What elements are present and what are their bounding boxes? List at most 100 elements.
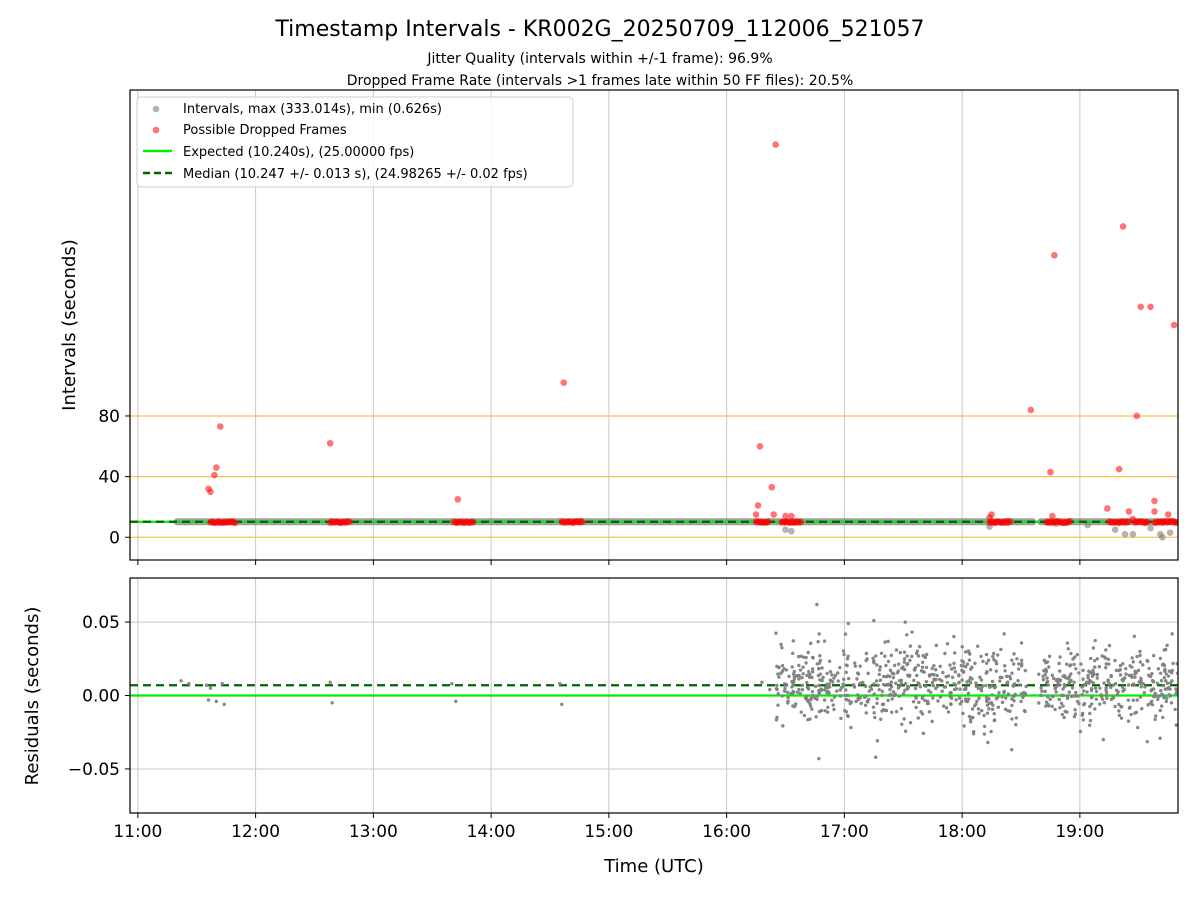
residual-point <box>1120 704 1124 709</box>
residual-point <box>883 654 887 658</box>
residual-point <box>916 654 921 658</box>
residual-point <box>1169 701 1174 705</box>
residual-point <box>1056 677 1060 681</box>
residual-point <box>1132 634 1137 639</box>
residual-point <box>1156 667 1161 671</box>
dropped-frame-point <box>782 512 789 520</box>
residual-point <box>961 711 965 716</box>
residual-point <box>884 708 889 713</box>
dropped-frame-point <box>768 483 776 491</box>
residual-point <box>896 669 900 673</box>
residual-point <box>981 659 985 664</box>
residual-point <box>923 684 928 688</box>
residual-point <box>1095 657 1099 661</box>
residual-point <box>1050 673 1055 677</box>
residual-point <box>902 717 906 721</box>
residual-point <box>967 658 972 662</box>
residual-point <box>1019 699 1023 704</box>
dropped-frame-point <box>326 439 334 447</box>
residual-point <box>1023 668 1027 673</box>
residual-point <box>974 684 978 688</box>
residual-point <box>957 696 962 700</box>
residual-point <box>800 688 805 692</box>
residual-point <box>825 671 829 676</box>
residual-point <box>1089 656 1093 661</box>
interval-point <box>1147 524 1154 532</box>
residual-point <box>810 667 815 671</box>
residual-point <box>1175 662 1178 666</box>
residual-point <box>917 644 922 649</box>
residual-point <box>993 685 998 689</box>
residual-point <box>944 706 949 710</box>
residual-point <box>1123 676 1127 680</box>
residual-point <box>905 633 909 637</box>
residual-point <box>791 679 795 684</box>
residuals-x-ticks: 11:00 12:00 13:00 14:00 15:00 16:00 17:00 18:00… <box>113 813 1104 842</box>
residual-point <box>965 662 970 666</box>
residual-point <box>1087 669 1091 673</box>
residual-point <box>800 675 804 680</box>
residual-point <box>928 690 933 694</box>
residual-point <box>938 677 942 682</box>
residual-point <box>1117 709 1121 713</box>
residual-point <box>879 717 883 721</box>
residual-point <box>330 701 334 705</box>
residual-point <box>1045 676 1049 680</box>
residual-point <box>826 685 830 690</box>
residual-point <box>932 663 936 668</box>
residual-point <box>841 682 845 686</box>
dropped-frame-point <box>754 502 762 509</box>
residual-point <box>1147 666 1151 671</box>
residual-point <box>1081 718 1085 722</box>
residual-point <box>989 701 994 705</box>
residual-point <box>863 703 868 708</box>
residual-point <box>804 695 809 699</box>
residual-point <box>908 644 913 648</box>
dropped-frame-point <box>1125 508 1133 515</box>
residual-point <box>1134 710 1139 715</box>
residual-point <box>846 654 850 658</box>
residual-point <box>1114 668 1119 673</box>
residual-point <box>1121 679 1125 683</box>
residual-point <box>846 698 851 703</box>
residual-point <box>780 669 785 673</box>
residual-point <box>913 686 918 691</box>
residual-point <box>930 666 934 671</box>
residual-point <box>1066 647 1070 651</box>
residual-point <box>1082 703 1086 707</box>
residual-point <box>1164 672 1168 676</box>
residual-point <box>792 676 797 681</box>
residual-point <box>864 711 868 715</box>
residual-point <box>954 698 958 702</box>
residual-point <box>817 683 821 688</box>
residual-point <box>220 682 224 686</box>
dropped-frame-point <box>1119 223 1127 230</box>
dropped-frame-point <box>788 512 795 520</box>
residual-point <box>1070 686 1075 690</box>
residual-point <box>989 668 993 672</box>
residual-point <box>1159 704 1164 708</box>
residual-point <box>1065 641 1070 645</box>
residual-point <box>881 702 886 706</box>
y-tick-label: 0.05 <box>82 613 120 633</box>
residual-point <box>1048 697 1052 702</box>
residual-point <box>1091 672 1096 676</box>
residual-point <box>924 679 929 684</box>
residual-point <box>959 663 964 668</box>
residual-point <box>1076 694 1080 698</box>
residual-point <box>1080 713 1084 717</box>
residual-point <box>982 732 987 736</box>
residual-point <box>1016 679 1020 683</box>
residual-point <box>1010 671 1014 675</box>
residual-point <box>889 680 894 684</box>
residual-point <box>933 668 938 672</box>
residual-point <box>962 724 966 728</box>
residual-point <box>894 709 899 714</box>
dropped-frame-point <box>772 141 779 148</box>
residual-point <box>902 650 907 654</box>
residual-point <box>984 652 989 657</box>
residual-point <box>1139 685 1143 689</box>
residual-point <box>932 672 936 677</box>
residual-point <box>784 682 789 687</box>
residual-point <box>936 699 940 703</box>
